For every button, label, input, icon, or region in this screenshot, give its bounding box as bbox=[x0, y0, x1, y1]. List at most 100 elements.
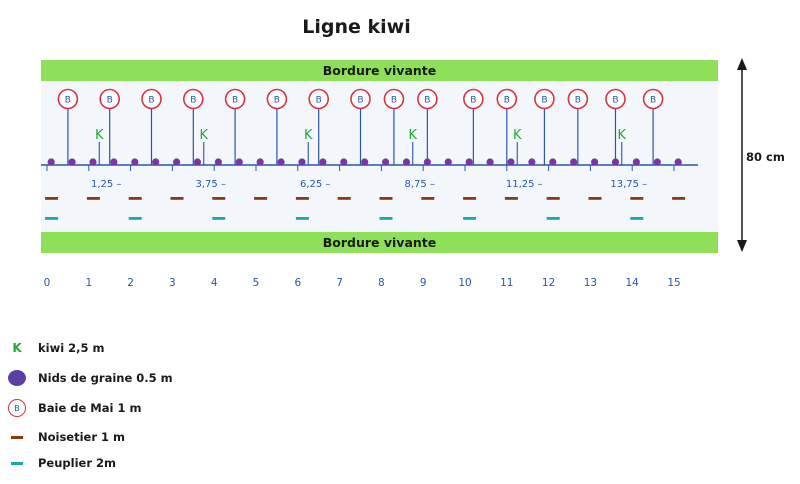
x-axis-label: 3 bbox=[169, 277, 176, 289]
seed-nest-dot bbox=[528, 158, 536, 166]
berry-letter: B bbox=[274, 96, 280, 106]
legend-item-poplar: Peuplier 2m bbox=[6, 453, 226, 473]
berry-letter: B bbox=[107, 96, 113, 106]
seed-nest-dot bbox=[590, 158, 599, 166]
seed-nest-dot bbox=[172, 158, 181, 166]
berry-circle-icon bbox=[605, 88, 626, 110]
spacing-label: 11,25 – bbox=[506, 179, 543, 190]
berry-circle-icon bbox=[141, 88, 162, 110]
spacing-label: 8,75 – bbox=[405, 179, 435, 190]
berry-letter: B bbox=[232, 96, 238, 106]
poplar-markers bbox=[45, 217, 644, 220]
hazel-dash bbox=[546, 197, 560, 200]
hazel-dash bbox=[379, 197, 393, 200]
seed-nest-dot bbox=[235, 158, 243, 166]
berry-letter: B bbox=[65, 96, 71, 106]
berry-circle-icon bbox=[417, 88, 438, 110]
berry-circle-icon bbox=[350, 88, 371, 110]
living-border-top: Bordure vivante bbox=[41, 60, 718, 81]
spacing-label: 1,25 – bbox=[91, 179, 121, 190]
hazel-dash bbox=[170, 197, 184, 200]
legend-label-poplar: Peuplier 2m bbox=[38, 456, 116, 470]
seed-nest-dot bbox=[549, 158, 557, 166]
poplar-icon bbox=[6, 461, 28, 465]
kiwi-letter: K bbox=[199, 128, 208, 143]
poplar-dash bbox=[379, 217, 393, 220]
seed-nest-dot bbox=[68, 158, 76, 166]
kiwi-letter: K bbox=[95, 128, 104, 143]
x-axis-label: 6 bbox=[294, 277, 301, 289]
legend-item-hazel: Noisetier 1 m bbox=[6, 427, 226, 447]
berry-letter: B bbox=[148, 96, 154, 106]
berry-circle-icon bbox=[224, 88, 246, 110]
kiwi-icon: K bbox=[12, 341, 22, 355]
height-arrow-down-head bbox=[737, 240, 747, 252]
hazel-dash bbox=[45, 197, 59, 200]
spacing-label: 13,75 – bbox=[610, 179, 647, 190]
seed-nest-dot bbox=[632, 158, 640, 166]
hazel-dash bbox=[128, 197, 142, 200]
seed-nest-dot bbox=[256, 158, 264, 166]
x-axis-label: 14 bbox=[626, 277, 640, 289]
legend-label-berry: Baie de Mai 1 m bbox=[38, 401, 142, 415]
spacing-label: 6,25 – bbox=[300, 179, 330, 190]
hazel-dash bbox=[421, 197, 435, 200]
hazel-icon bbox=[6, 435, 28, 439]
berry-icon: B bbox=[6, 399, 28, 417]
x-axis-label: 2 bbox=[127, 277, 134, 289]
height-arrow-up-head bbox=[737, 58, 747, 70]
hazel-dash bbox=[463, 197, 477, 200]
berry-circle-icon bbox=[383, 88, 405, 110]
berry-circle-icon bbox=[496, 88, 518, 110]
x-axis-label: 7 bbox=[336, 277, 343, 289]
berry-circle-icon bbox=[463, 88, 484, 110]
row-baseline bbox=[41, 164, 698, 171]
berry-circle-icon bbox=[642, 88, 664, 110]
x-axis-label: 9 bbox=[420, 277, 427, 289]
kiwi-letter: K bbox=[304, 128, 313, 143]
seed-nest-dot bbox=[674, 158, 682, 166]
hazel-dash bbox=[295, 197, 309, 200]
seed-nest-dot bbox=[465, 158, 473, 166]
seed-nest-dot bbox=[298, 158, 306, 166]
poplar-dash bbox=[463, 217, 477, 220]
seed-nest-dot bbox=[570, 158, 578, 166]
berry-letter: B bbox=[316, 96, 322, 106]
hazel-dash bbox=[254, 197, 268, 200]
legend-label-kiwi: kiwi 2,5 m bbox=[38, 341, 105, 355]
berry-letter: B bbox=[650, 96, 656, 106]
berry-letter: B bbox=[612, 96, 618, 106]
berry-circle-icon bbox=[567, 88, 589, 110]
plant-stems bbox=[67, 108, 654, 165]
seed-nest-markers bbox=[47, 158, 682, 166]
x-axis-label: 13 bbox=[584, 277, 597, 289]
poplar-dash bbox=[45, 217, 59, 220]
poplar-dash bbox=[212, 217, 226, 220]
x-axis-label: 0 bbox=[44, 277, 51, 289]
hazel-dash bbox=[337, 197, 351, 200]
berry-letter: B bbox=[541, 96, 547, 106]
seed-nest-dot bbox=[486, 158, 494, 166]
poplar-dash bbox=[128, 217, 142, 220]
legend-item-kiwi: K kiwi 2,5 m bbox=[6, 338, 226, 358]
legend-item-seed-nest: Nids de graine 0.5 m bbox=[6, 368, 226, 388]
diagram-title: Ligne kiwi bbox=[302, 16, 411, 38]
seed-nest-dot bbox=[193, 158, 202, 166]
x-axis-label: 15 bbox=[667, 277, 680, 289]
x-axis-label: 12 bbox=[542, 277, 555, 289]
poplar-dash bbox=[295, 217, 309, 220]
berry-letter: B bbox=[504, 96, 510, 106]
x-axis-label: 8 bbox=[378, 277, 385, 289]
hazel-dash bbox=[212, 197, 226, 200]
seed-nest-dot bbox=[277, 158, 285, 166]
berry-circle-icon bbox=[183, 88, 204, 110]
kiwi-letter: K bbox=[513, 128, 522, 143]
legend-label-seed-nest: Nids de graine 0.5 m bbox=[38, 371, 173, 385]
poplar-dash bbox=[546, 217, 560, 220]
seed-nest-dot bbox=[444, 158, 452, 166]
seed-nest-dot bbox=[89, 158, 97, 166]
height-label: 80 cm bbox=[746, 150, 785, 164]
